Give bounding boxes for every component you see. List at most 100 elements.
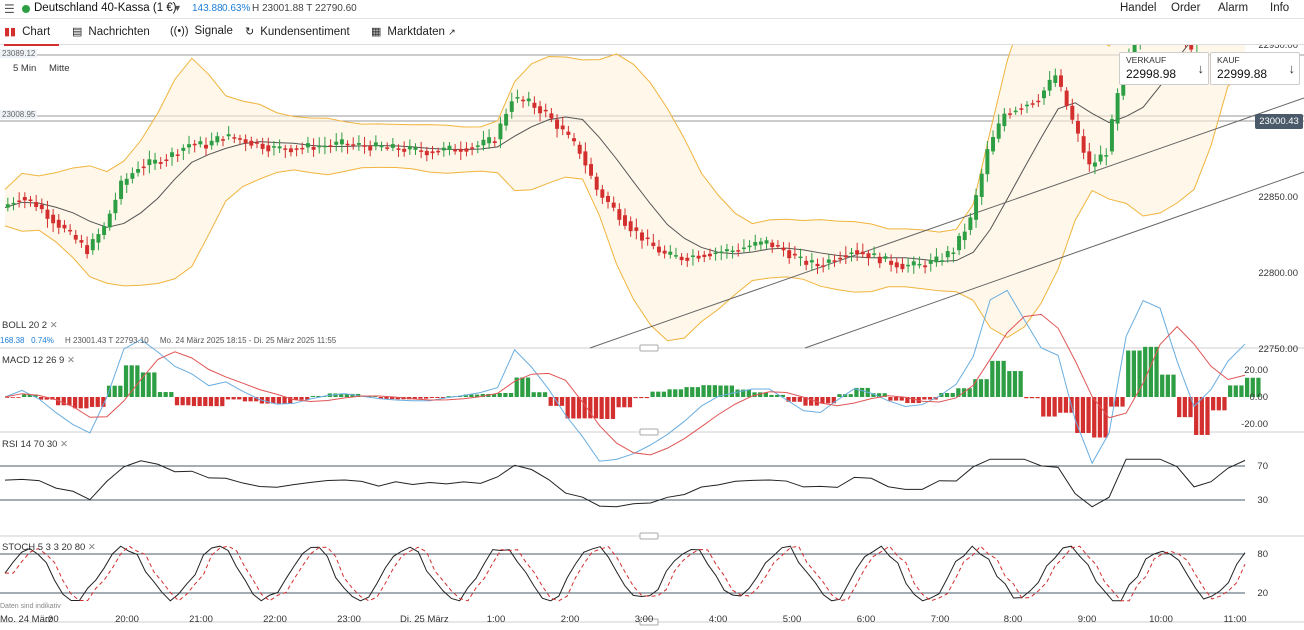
trend-line — [804, 171, 1304, 349]
candle — [911, 261, 916, 266]
macd-histogram-bar — [605, 397, 610, 419]
sell-box[interactable]: VERKAUF 22998.98 ↓ — [1119, 52, 1209, 85]
candle — [45, 209, 50, 219]
candle — [877, 256, 882, 264]
macd-histogram-bar — [497, 393, 502, 397]
macd-histogram-bar — [667, 389, 672, 397]
macd-histogram-bar — [712, 385, 718, 397]
sell-value: 22998.98 — [1126, 67, 1177, 81]
candle — [1064, 90, 1069, 106]
macd-histogram-bar — [10, 397, 15, 398]
nav-alarm[interactable]: Alarm — [1218, 2, 1249, 14]
stoch-d-line — [5, 545, 1246, 602]
rsi-axis-label: 70 — [1257, 461, 1268, 472]
change-percent: 0.63% — [222, 3, 251, 14]
macd-histogram-bar — [157, 392, 163, 397]
macd-histogram-bar — [480, 393, 485, 397]
candle — [894, 262, 899, 268]
macd-histogram-bar — [446, 396, 451, 397]
macd-histogram-bar — [893, 397, 899, 401]
price-chart[interactable]: 23050.0022950.0022900.0022850.0022800.00… — [0, 45, 1304, 630]
macd-histogram-bar — [146, 372, 151, 397]
candle — [906, 264, 911, 267]
tab-kundensentiment[interactable]: ↻ Kundensentiment — [245, 25, 350, 44]
candle — [368, 145, 373, 151]
stoch-axis-label: 80 — [1257, 549, 1268, 560]
macd-histogram-bar — [690, 387, 695, 397]
candle — [328, 145, 333, 147]
macd-histogram-bar — [435, 397, 440, 398]
macd-histogram-bar — [5, 397, 10, 398]
macd-histogram-bar — [265, 397, 270, 404]
macd-histogram-bar — [457, 396, 463, 397]
candle — [1109, 119, 1114, 152]
macd-histogram-bar — [758, 392, 763, 397]
candle — [373, 142, 378, 147]
candle — [430, 151, 435, 154]
candle — [809, 260, 814, 263]
candle — [79, 240, 84, 243]
candle — [170, 152, 175, 157]
macd-histogram-bar — [616, 397, 621, 408]
boll-indicator-label[interactable]: BOLL 20 2 ✕ — [2, 320, 58, 331]
candle — [1002, 113, 1007, 127]
candle — [1098, 154, 1103, 162]
stoch-indicator-label[interactable]: STOCH 5 3 3 20 80 ✕ — [2, 542, 96, 553]
macd-histogram-bar — [656, 391, 661, 397]
candle — [351, 144, 356, 146]
down-arrow-icon: ↓ — [1197, 61, 1205, 76]
menu-icon[interactable]: ☰ — [4, 2, 15, 16]
sell-label: VERKAUF — [1126, 55, 1167, 65]
tab-marktdaten[interactable]: ▦ Marktdaten ↗ — [371, 25, 456, 44]
nav-handel[interactable]: Handel — [1120, 2, 1157, 14]
macd-histogram-bar — [927, 397, 933, 400]
candle — [996, 123, 1001, 139]
candle — [1013, 110, 1018, 113]
macd-histogram-bar — [1131, 350, 1137, 397]
tab-chart[interactable]: ▮▮ Chart — [4, 25, 59, 46]
close-icon[interactable]: ✕ — [49, 320, 58, 331]
candle — [215, 136, 220, 143]
candle — [940, 260, 945, 262]
macd-histogram-bar — [208, 397, 214, 407]
interval-label[interactable]: 5 Min — [13, 63, 37, 74]
chevron-down-icon[interactable]: ▼ — [173, 3, 182, 13]
candle — [413, 147, 418, 150]
price-axis-label: 22750.00 — [1258, 344, 1298, 355]
nav-order[interactable]: Order — [1171, 2, 1201, 14]
instrument-name[interactable]: Deutschland 40-Kassa (1 €) — [34, 2, 177, 14]
macd-histogram-bar — [1148, 346, 1153, 397]
candle — [192, 143, 197, 146]
candle — [22, 197, 27, 201]
pane-resize-handle — [639, 618, 659, 626]
candle — [209, 140, 214, 146]
macd-histogram-bar — [775, 394, 780, 397]
candle — [600, 189, 605, 198]
macd-axis-label: 20.00 — [1244, 365, 1268, 376]
candle — [424, 150, 429, 156]
tab-nachrichten[interactable]: ▤ Nachrichten — [72, 25, 150, 44]
rsi-indicator-label[interactable]: RSI 14 70 30 ✕ — [2, 439, 68, 450]
macd-histogram-bar — [910, 397, 916, 404]
close-icon[interactable]: ✕ — [66, 355, 75, 366]
macd-histogram-bar — [831, 397, 836, 404]
time-axis-label: 11:00 — [1223, 614, 1246, 625]
price-type-label[interactable]: Mitte — [49, 63, 70, 74]
tab-signale[interactable]: ((•)) Signale — [170, 25, 233, 44]
macd-histogram-bar — [423, 397, 429, 399]
macd-histogram-bar — [89, 397, 95, 407]
buy-box[interactable]: KAUF 22999.88 ↓ — [1210, 52, 1300, 85]
pane-resize-handle — [639, 428, 659, 436]
macd-histogram-bar — [1007, 371, 1012, 397]
close-icon[interactable]: ✕ — [87, 542, 96, 553]
candle — [589, 164, 594, 176]
macd-histogram-bar — [797, 397, 802, 402]
nav-info[interactable]: Info — [1270, 2, 1290, 14]
candle — [407, 146, 412, 150]
macd-histogram-bar — [922, 397, 927, 400]
close-icon[interactable]: ✕ — [60, 439, 69, 450]
candle — [866, 253, 871, 259]
macd-indicator-label[interactable]: MACD 12 26 9 ✕ — [2, 355, 75, 366]
time-axis-label: 4:00 — [709, 614, 728, 625]
candle — [962, 231, 967, 241]
